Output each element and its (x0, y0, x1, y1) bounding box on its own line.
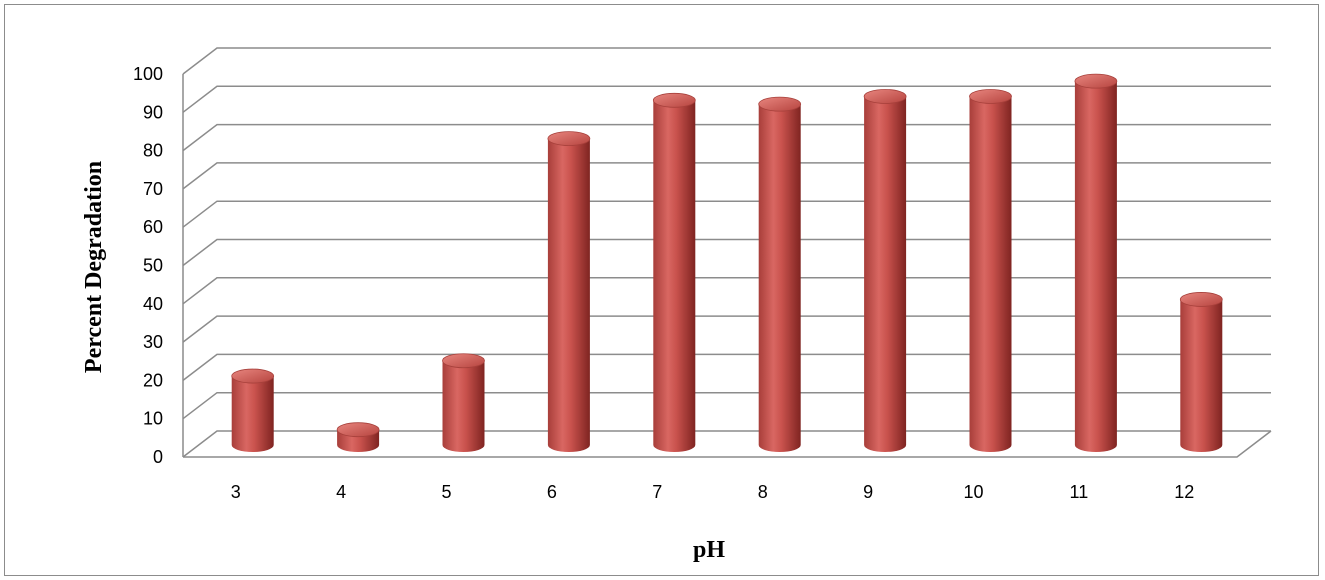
gridline (182, 430, 1271, 458)
bar-9 (863, 89, 907, 453)
y-axis-title: Percent Degradation (81, 161, 107, 373)
y-tick-label: 50 (143, 256, 163, 276)
y-tick-label: 40 (143, 294, 163, 314)
x-tick-label: 6 (547, 482, 557, 502)
chart-frame: 0 10 20 30 40 50 60 70 80 90 100 3 4 5 6 7 8 9 10 11 12 pH … (4, 4, 1319, 576)
gridline (182, 123, 1271, 152)
bar-4 (336, 422, 380, 453)
bar-body (442, 360, 485, 453)
bar-body (1074, 81, 1117, 453)
y-tick-label: 10 (143, 409, 163, 429)
bar-body (231, 376, 274, 452)
bar-body (758, 104, 801, 453)
gridline (182, 277, 1271, 305)
x-tick-label: 11 (1070, 482, 1089, 502)
bar-cap (969, 89, 1012, 104)
bar-body (969, 96, 1012, 453)
bar-cap (336, 422, 380, 438)
gridline (182, 47, 1271, 75)
bar-cap (1179, 292, 1223, 307)
x-tick-label: 12 (1174, 482, 1194, 502)
gridline (182, 353, 1271, 381)
y-tick-label: 0 (153, 447, 163, 467)
x-tick-label: 4 (336, 482, 346, 502)
y-tick-label: 20 (143, 370, 163, 390)
x-axis-tick-labels: 3 4 5 6 7 8 9 10 11 12 (231, 482, 1195, 502)
x-tick-label: 9 (863, 482, 873, 502)
bar-12 (1179, 292, 1223, 453)
bar-6 (547, 131, 591, 453)
gridline (182, 200, 1271, 228)
y-tick-label: 90 (143, 102, 163, 122)
bars (231, 73, 1223, 453)
bar-cap (442, 353, 485, 369)
bar-cap (863, 89, 907, 104)
gridline (182, 162, 1271, 190)
x-tick-label: 5 (441, 482, 451, 502)
bar-body (547, 138, 590, 453)
bar-cap (758, 96, 802, 112)
bar-body (653, 100, 696, 453)
gridline (182, 238, 1271, 267)
x-tick-label: 7 (652, 482, 662, 502)
x-axis-title: pH (693, 537, 725, 563)
bar-8 (758, 96, 802, 453)
bar-5 (442, 353, 485, 453)
x-tick-label: 3 (231, 482, 241, 502)
y-tick-label: 30 (143, 332, 163, 352)
gridline (182, 391, 1271, 420)
x-tick-label: 8 (758, 482, 768, 502)
bar-10 (969, 89, 1012, 453)
bar-cap (547, 131, 591, 147)
y-tick-label: 60 (143, 217, 163, 237)
bar-3 (231, 368, 275, 452)
bar-cap (1074, 73, 1118, 89)
bar-body (864, 96, 907, 453)
gridline (182, 315, 1271, 343)
y-tick-label: 100 (133, 64, 163, 84)
x-tick-label: 10 (963, 482, 983, 502)
gridline (182, 85, 1271, 113)
y-tick-label: 80 (143, 141, 163, 161)
bar-cap (652, 92, 696, 108)
y-axis-tick-labels: 0 10 20 30 40 50 60 70 80 90 100 (133, 64, 163, 467)
bar-7 (652, 92, 696, 453)
bar-body (1180, 299, 1223, 453)
x-axis-line (183, 430, 1272, 458)
bar-11 (1074, 73, 1118, 453)
y-tick-label: 70 (143, 179, 163, 199)
gridlines (182, 47, 1272, 458)
bar-cap (231, 368, 275, 384)
